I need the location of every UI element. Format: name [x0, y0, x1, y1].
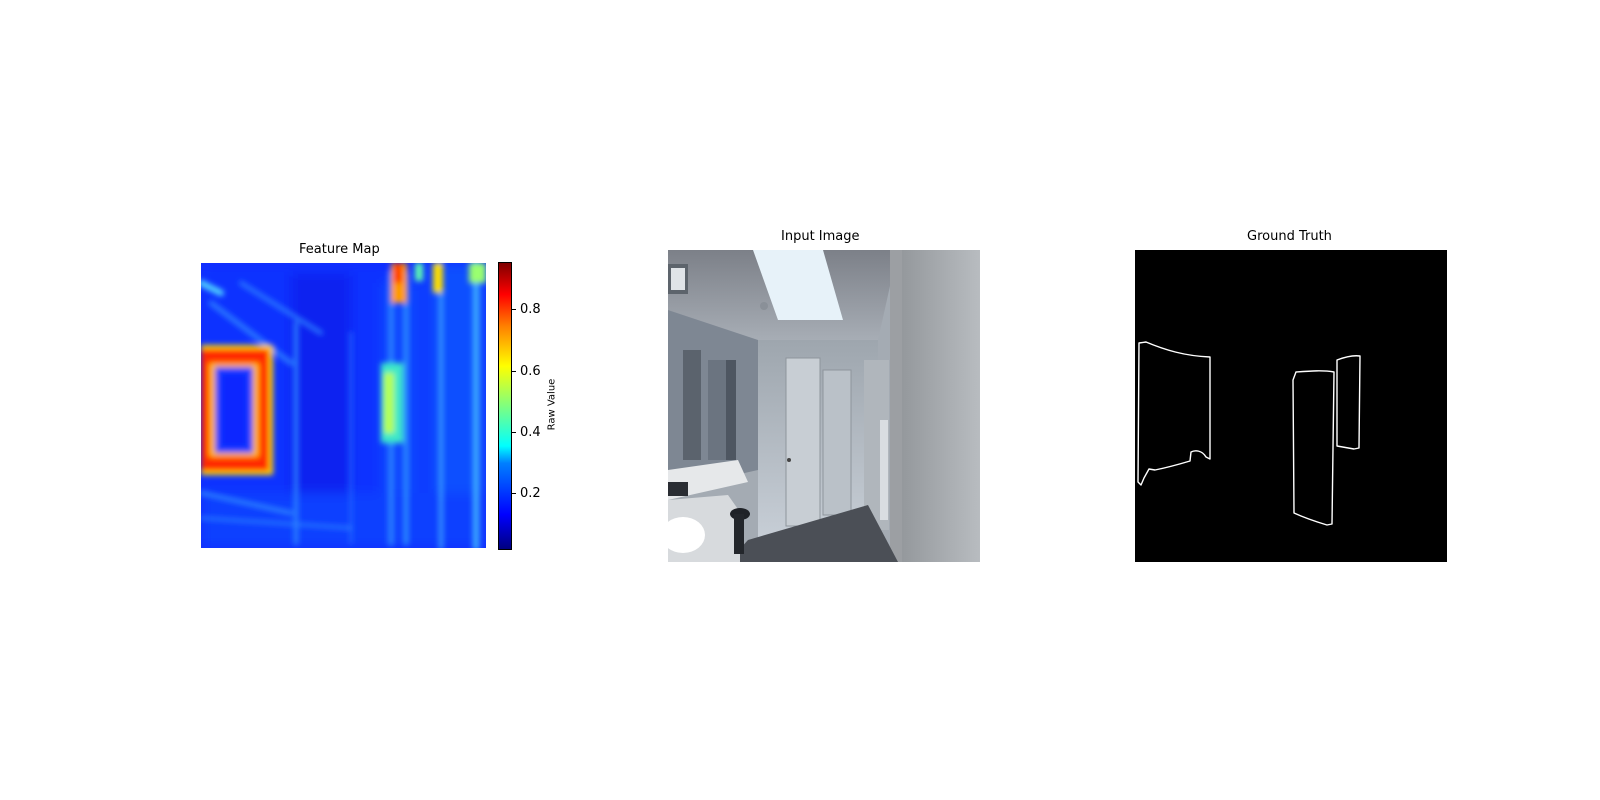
ground-truth-title: Ground Truth	[1247, 229, 1332, 244]
colorbar-tick-label: 0.8	[520, 302, 541, 317]
feature-map-svg	[201, 263, 486, 548]
feature-map-heatmap	[201, 263, 486, 548]
colorbar-tick-label: 0.4	[520, 425, 541, 440]
colorbar-tick	[512, 371, 516, 372]
colorbar-tick	[512, 432, 516, 433]
feature-map-title: Feature Map	[299, 242, 380, 257]
ground-truth-outline-middle	[1292, 370, 1335, 526]
ground-truth-outline-left	[1137, 341, 1211, 486]
bathroom-photo-svg	[668, 250, 980, 562]
colorbar-axis-label: Raw Value	[546, 378, 558, 431]
colorbar-tick	[512, 309, 516, 310]
colorbar-tick-label: 0.6	[520, 364, 541, 379]
input-image-title: Input Image	[781, 229, 860, 244]
input-image-photo	[668, 250, 980, 562]
colorbar	[498, 262, 512, 550]
ground-truth-svg	[1137, 341, 1361, 526]
colorbar-tick-label: 0.2	[520, 486, 541, 501]
ground-truth-outline-right	[1336, 355, 1361, 450]
colorbar-tick	[512, 493, 516, 494]
ground-truth-mask	[1135, 250, 1447, 562]
